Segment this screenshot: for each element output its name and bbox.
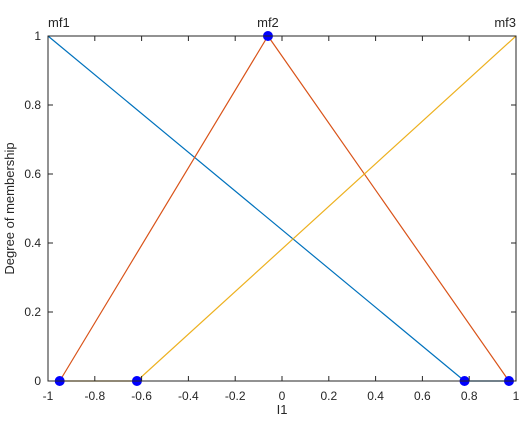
plot-area (48, 36, 516, 381)
y-tick-label: 0.4 (24, 236, 41, 250)
x-tick-label: 0 (279, 389, 286, 403)
tick-layer: -1 -0.8 -0.6 -0.4 -0.2 0 0.2 0.4 0.6 0.8 1 0 0.2 0.4 0… (24, 29, 519, 403)
mf-label-mf1: mf1 (48, 15, 70, 30)
y-tick-label: 0.6 (24, 167, 41, 181)
x-tick-label: -0.8 (84, 389, 105, 403)
x-tick-label: 0.4 (367, 389, 384, 403)
x-axis-label: I1 (277, 402, 288, 417)
x-tick-label: -0.6 (131, 389, 152, 403)
x-tick-label: 1 (513, 389, 520, 403)
mf-label-layer: mf1 mf2 mf3 (48, 15, 516, 30)
x-tick-label: 0.8 (461, 389, 478, 403)
y-tick-label: 0.8 (24, 98, 41, 112)
x-tick-label: -0.4 (178, 389, 199, 403)
x-tick-label: -0.2 (225, 389, 246, 403)
y-tick-label: 0.2 (24, 305, 41, 319)
x-tick-label: -1 (43, 389, 54, 403)
x-tick-label: 0.2 (320, 389, 337, 403)
x-tick-label: 0.6 (414, 389, 431, 403)
y-tick-label: 0 (34, 374, 41, 388)
mf-label-mf2: mf2 (257, 15, 279, 30)
mf-label-mf3: mf3 (494, 15, 516, 30)
y-tick-label: 1 (34, 29, 41, 43)
y-axis-label: Degree of membership (2, 142, 17, 274)
